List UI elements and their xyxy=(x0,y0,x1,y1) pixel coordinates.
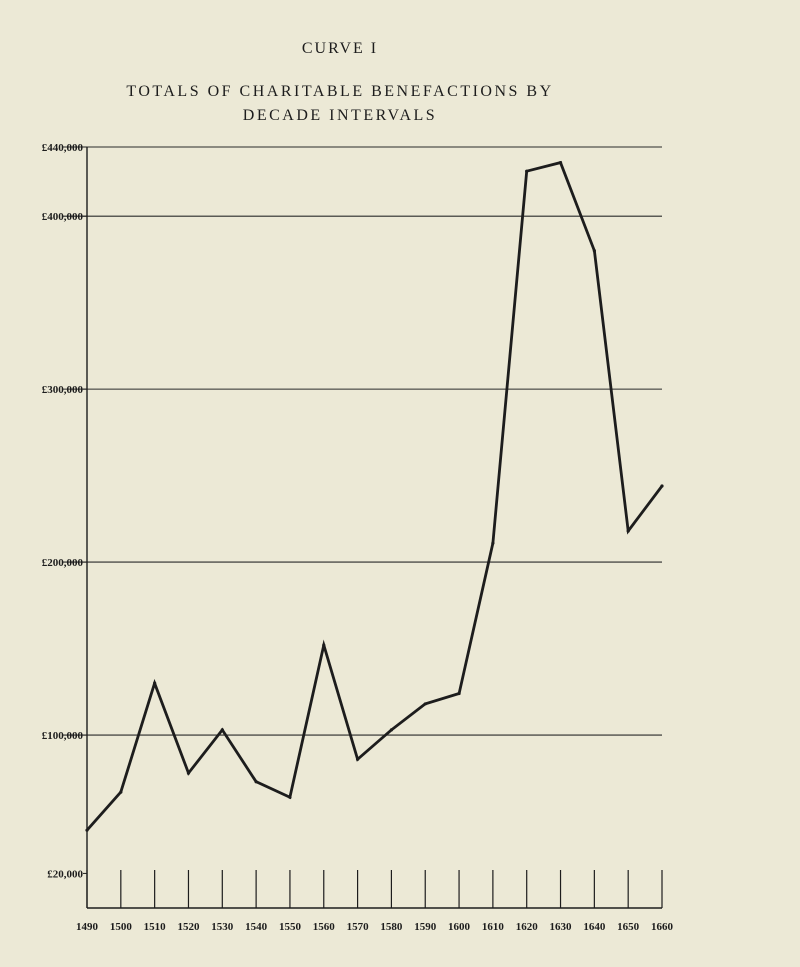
y-tick-label: £440,000 xyxy=(42,142,84,154)
x-tick-label: 1600 xyxy=(448,921,471,933)
chart-title-line-1: TOTALS OF CHARITABLE BENEFACTIONS BY xyxy=(126,83,554,100)
x-tick-label: 1510 xyxy=(144,921,167,933)
data-point xyxy=(119,790,123,794)
x-axis-ticks: 1490 1500 1510 1520 1530 1540 1550 1560 1570 1580… xyxy=(76,870,674,933)
data-point xyxy=(254,780,258,784)
y-axis-ticks: £20,000 £100,000 £200,000 £300,000 £400,000 £… xyxy=(42,142,87,880)
y-tick-label: £400,000 xyxy=(42,211,84,223)
data-point xyxy=(322,643,326,647)
data-point xyxy=(525,169,529,173)
data-point xyxy=(153,681,157,685)
y-tick-label: £100,000 xyxy=(42,730,84,742)
series-line-0 xyxy=(85,160,664,832)
x-tick-label: 1580 xyxy=(380,921,403,933)
chart-header: CURVE I TOTALS OF CHARITABLE BENEFACTION… xyxy=(0,40,680,128)
chart-title-line-2: DECADE INTERVALS xyxy=(242,107,438,124)
data-point xyxy=(85,828,89,832)
x-tick-label: 1560 xyxy=(313,921,336,933)
x-tick-label: 1500 xyxy=(110,921,133,933)
y-tick-label: £20,000 xyxy=(47,868,83,880)
x-tick-label: 1630 xyxy=(550,921,573,933)
data-point xyxy=(423,702,427,706)
data-point xyxy=(626,529,630,533)
data-point xyxy=(288,795,292,799)
x-tick-label: 1530 xyxy=(211,921,234,933)
x-tick-label: 1590 xyxy=(414,921,437,933)
x-tick-label: 1550 xyxy=(279,921,302,933)
data-point xyxy=(491,541,495,545)
x-tick-label: 1540 xyxy=(245,921,268,933)
data-point xyxy=(660,484,664,488)
x-tick-label: 1570 xyxy=(347,921,370,933)
x-tick-label: 1490 xyxy=(76,921,99,933)
x-tick-label: 1520 xyxy=(177,921,200,933)
data-point xyxy=(389,728,394,732)
x-tick-label: 1660 xyxy=(651,921,674,933)
data-point xyxy=(558,160,563,165)
data-point xyxy=(186,771,191,775)
y-tick-label: £200,000 xyxy=(42,557,84,569)
series-group xyxy=(85,160,664,832)
data-point xyxy=(220,728,224,732)
x-tick-label: 1610 xyxy=(482,921,505,933)
data-point xyxy=(355,757,360,761)
axes xyxy=(86,147,662,909)
y-tick-label: £300,000 xyxy=(42,384,84,396)
curve-label: CURVE I xyxy=(301,40,379,57)
chart-title: TOTALS OF CHARITABLE BENEFACTIONS BY DEC… xyxy=(0,80,680,128)
data-point xyxy=(457,691,461,696)
data-point xyxy=(592,249,596,253)
x-tick-label: 1640 xyxy=(583,921,606,933)
x-tick-label: 1650 xyxy=(617,921,640,933)
x-tick-label: 1620 xyxy=(516,921,539,933)
gridlines xyxy=(62,146,662,736)
